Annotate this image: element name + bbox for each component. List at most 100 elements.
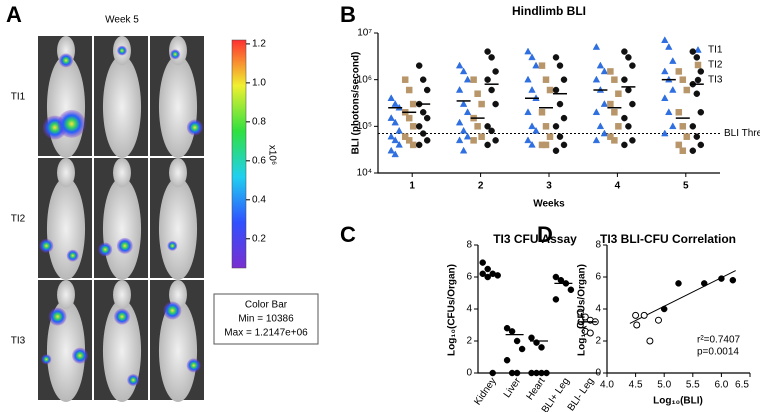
point xyxy=(661,67,669,75)
point xyxy=(621,114,628,122)
point xyxy=(524,136,532,144)
point xyxy=(592,43,601,50)
x-tick-label: 2 xyxy=(478,181,484,192)
legend-marker xyxy=(694,45,702,53)
point xyxy=(718,275,725,282)
point xyxy=(546,86,554,94)
point xyxy=(395,140,403,148)
mouse xyxy=(158,55,198,158)
tick-label: 1.0 xyxy=(252,78,266,89)
y-label: BLI (photons/second) xyxy=(351,52,362,155)
x-tick-label: 6.5 xyxy=(735,380,749,391)
point xyxy=(528,334,535,342)
info-box xyxy=(213,293,319,345)
point xyxy=(629,100,636,108)
mouse-head xyxy=(169,158,187,188)
point xyxy=(607,68,614,75)
x-label: Log₁₀(BLI) xyxy=(653,396,703,407)
point xyxy=(513,369,521,377)
point xyxy=(391,118,399,126)
point xyxy=(503,356,511,364)
point xyxy=(621,141,628,149)
point xyxy=(492,68,499,75)
point xyxy=(463,108,472,116)
signal xyxy=(186,119,203,136)
point xyxy=(538,109,546,116)
mouse xyxy=(102,55,142,158)
panel-label: B xyxy=(340,2,356,27)
signal xyxy=(98,242,113,257)
x-tick-label: 3 xyxy=(546,181,552,192)
point xyxy=(423,137,431,144)
point xyxy=(611,109,618,116)
info-text: Color Bar xyxy=(245,300,288,311)
point xyxy=(556,133,564,140)
point xyxy=(592,108,601,116)
x-tick-label: Heart xyxy=(525,376,548,403)
y-tick-label: 6 xyxy=(466,272,472,283)
point xyxy=(423,86,431,94)
point xyxy=(669,122,677,130)
point xyxy=(689,147,697,154)
x-tick-label: Kidney xyxy=(472,376,499,407)
y-tick-label: 2 xyxy=(595,336,601,347)
y-tick-label: 10⁷ xyxy=(357,28,372,39)
point xyxy=(581,313,589,321)
x-tick-label: 6.0 xyxy=(714,380,728,391)
point xyxy=(592,75,601,83)
point xyxy=(552,123,560,130)
point xyxy=(478,100,485,108)
signal xyxy=(186,358,201,373)
point xyxy=(538,344,545,351)
point xyxy=(665,43,673,50)
legend-label: TI3 xyxy=(708,75,723,86)
point xyxy=(474,90,481,97)
signal xyxy=(59,53,73,68)
panel-title: Week 5 xyxy=(105,15,139,26)
point xyxy=(463,132,472,140)
point xyxy=(528,122,536,130)
point xyxy=(693,133,701,140)
point xyxy=(592,136,601,144)
x-tick-label: 4.5 xyxy=(629,380,643,391)
point xyxy=(478,133,485,140)
point xyxy=(640,311,648,319)
point xyxy=(459,126,468,134)
y-tick-label: 10⁵ xyxy=(357,121,372,132)
point xyxy=(401,133,409,140)
point xyxy=(409,123,417,130)
signal xyxy=(117,45,127,56)
point xyxy=(405,137,413,144)
point xyxy=(455,86,464,93)
point xyxy=(391,100,399,107)
tick-label: 0.6 xyxy=(252,155,266,166)
point xyxy=(697,109,705,116)
y-tick-label: 2 xyxy=(466,336,472,347)
row-label: TI3 xyxy=(11,336,26,347)
y-tick-label: 10⁶ xyxy=(357,74,372,85)
point xyxy=(405,114,413,122)
x-tick-label: 5.0 xyxy=(657,380,671,391)
y-tick-label: 0 xyxy=(595,368,601,379)
y-tick-label: 10⁴ xyxy=(357,168,372,179)
point xyxy=(459,146,468,154)
point xyxy=(621,48,628,55)
info-text: Min = 10386 xyxy=(238,314,294,325)
point xyxy=(542,141,550,149)
point xyxy=(474,123,481,130)
y-label: Log₁₀(CFUs/Organ) xyxy=(577,264,588,356)
point xyxy=(675,280,682,287)
point xyxy=(415,62,423,69)
point xyxy=(415,141,423,149)
point xyxy=(524,108,532,116)
point xyxy=(538,369,545,377)
point xyxy=(615,123,622,130)
point xyxy=(455,136,464,144)
legend-marker xyxy=(694,76,702,84)
point xyxy=(489,369,496,377)
panel-label: D xyxy=(537,222,553,247)
x-label: Weeks xyxy=(533,199,565,210)
point xyxy=(387,132,395,140)
point xyxy=(513,337,521,345)
point xyxy=(596,122,605,130)
